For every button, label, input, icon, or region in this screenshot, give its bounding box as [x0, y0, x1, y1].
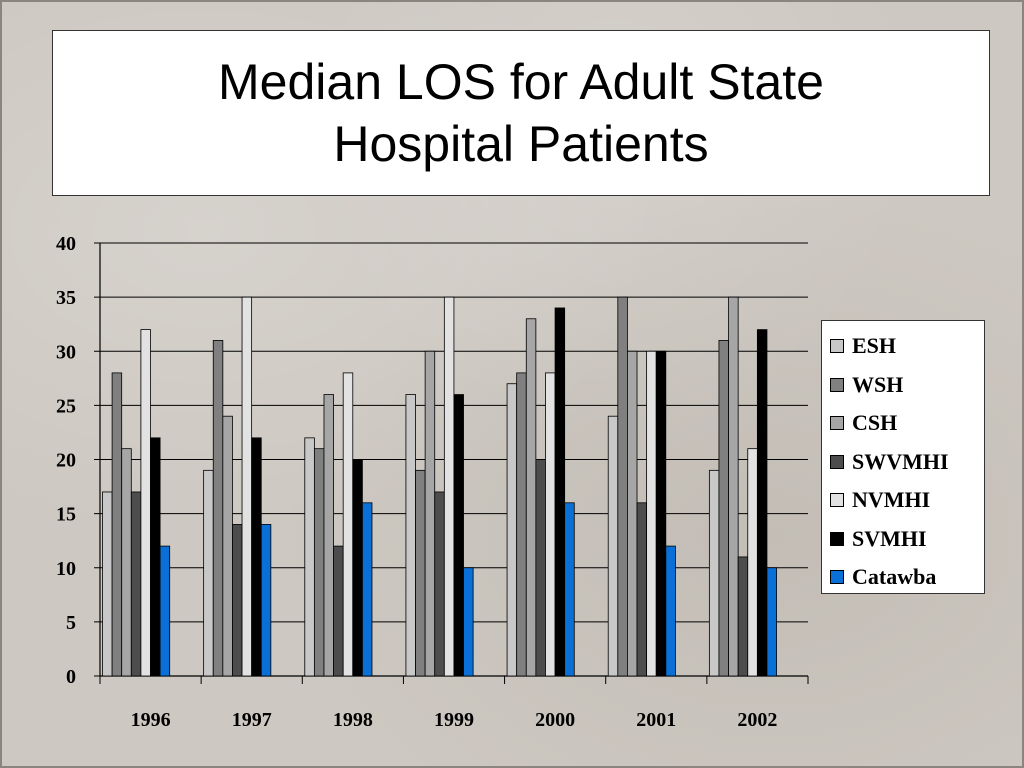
y-tick-label: 0	[66, 666, 76, 688]
bar-esh-2002	[708, 469, 720, 677]
bar-swvmhi-2002	[737, 556, 749, 677]
legend-swatch	[830, 493, 844, 508]
bar-csh-2002	[728, 296, 739, 677]
legend-swatch	[830, 454, 844, 469]
x-tick-label: 2001	[636, 709, 676, 731]
bar-catawba-2000	[564, 502, 575, 677]
legend-label: SWVMHI	[852, 448, 949, 474]
bar-svmhi-1998	[352, 459, 363, 677]
y-tick-label: 10	[56, 558, 76, 580]
x-tick-label: 1998	[333, 709, 373, 731]
legend-item-esh: ESH	[822, 327, 984, 366]
bar-esh-1996	[102, 491, 113, 677]
bar-svmhi-2002	[756, 329, 768, 677]
bar-wsh-1997	[212, 340, 224, 677]
y-tick-label: 30	[56, 341, 76, 363]
bar-svmhi-1999	[453, 394, 464, 677]
bar-csh-1996	[121, 448, 132, 677]
bar-catawba-1996	[159, 545, 171, 677]
legend-label: Catawba	[852, 564, 937, 590]
y-tick-label: 40	[56, 233, 76, 255]
y-tick-label: 5	[66, 612, 76, 634]
bar-nvmhi-1996	[140, 329, 151, 677]
legend-swatch	[830, 339, 844, 354]
bar-swvmhi-2001	[636, 502, 648, 677]
bar-nvmhi-2002	[747, 448, 758, 677]
bar-swvmhi-1999	[434, 491, 445, 677]
legend-label: NVMHI	[852, 487, 931, 513]
x-tick-label: 1999	[434, 709, 474, 731]
bar-catawba-2002	[766, 567, 777, 677]
bar-catawba-1999	[463, 567, 474, 677]
legend-label: ESH	[852, 333, 897, 359]
legend-swatch	[830, 416, 844, 431]
chart-legend: ESH WSH CSH SWVMHI NVMHI SVMHI Catawba	[821, 320, 985, 594]
bar-nvmhi-1998	[342, 372, 354, 677]
bar-catawba-1998	[361, 502, 373, 677]
bar-catawba-1997	[260, 524, 272, 677]
legend-swatch	[830, 531, 844, 546]
y-tick-label: 25	[56, 395, 76, 417]
legend-label: CSH	[852, 410, 898, 436]
bar-esh-1998	[304, 437, 315, 677]
bar-esh-1997	[203, 469, 214, 677]
bar-svmhi-1997	[251, 437, 262, 677]
bar-csh-1997	[222, 415, 233, 677]
bar-esh-1999	[405, 394, 416, 677]
bar-csh-2000	[525, 318, 537, 677]
bar-catawba-2001	[665, 545, 676, 677]
y-tick-label: 15	[56, 504, 76, 526]
x-tick-label: 2000	[535, 709, 575, 731]
x-tick-label: 2002	[737, 709, 777, 731]
x-tick-label: 1997	[232, 709, 272, 731]
bar-swvmhi-2000	[535, 459, 546, 677]
legend-swatch	[830, 377, 844, 392]
legend-item-svmhi: SVMHI	[822, 520, 984, 559]
bar-wsh-1996	[111, 372, 123, 677]
legend-swatch	[830, 570, 844, 585]
bar-wsh-2000	[516, 372, 527, 677]
legend-item-nvmhi: NVMHI	[822, 481, 984, 520]
chart-title: Median LOS for Adult State Hospital Pati…	[218, 54, 824, 172]
bar-svmhi-1996	[150, 437, 161, 677]
bar-esh-2001	[607, 415, 619, 677]
bar-csh-1998	[323, 394, 334, 677]
bar-swvmhi-1998	[333, 545, 344, 677]
legend-item-csh: CSH	[822, 404, 984, 443]
bar-csh-2001	[627, 350, 638, 677]
title-box: Median LOS for Adult State Hospital Pati…	[52, 30, 990, 196]
bar-svmhi-2001	[655, 350, 667, 677]
legend-item-wsh: WSH	[822, 366, 984, 405]
bar-nvmhi-1997	[241, 296, 253, 677]
bar-nvmhi-1999	[443, 296, 455, 677]
bar-wsh-2002	[718, 340, 729, 677]
bar-svmhi-2000	[554, 307, 566, 677]
y-tick-label: 35	[56, 287, 76, 309]
legend-label: WSH	[852, 371, 904, 397]
bar-csh-1999	[424, 350, 436, 677]
legend-item-catawba: Catawba	[822, 558, 984, 597]
bar-nvmhi-2001	[646, 350, 657, 677]
bar-swvmhi-1996	[130, 491, 142, 677]
legend-label: SVMHI	[852, 525, 927, 551]
bar-swvmhi-1997	[232, 524, 243, 677]
bar-nvmhi-2000	[545, 372, 556, 677]
y-tick-label: 20	[56, 450, 76, 472]
bar-wsh-1998	[313, 448, 325, 677]
bar-wsh-1999	[415, 469, 426, 677]
legend-item-swvmhi: SWVMHI	[822, 443, 984, 482]
bar-esh-2000	[506, 383, 518, 677]
x-tick-label: 1996	[131, 709, 171, 731]
bar-wsh-2001	[617, 296, 628, 677]
